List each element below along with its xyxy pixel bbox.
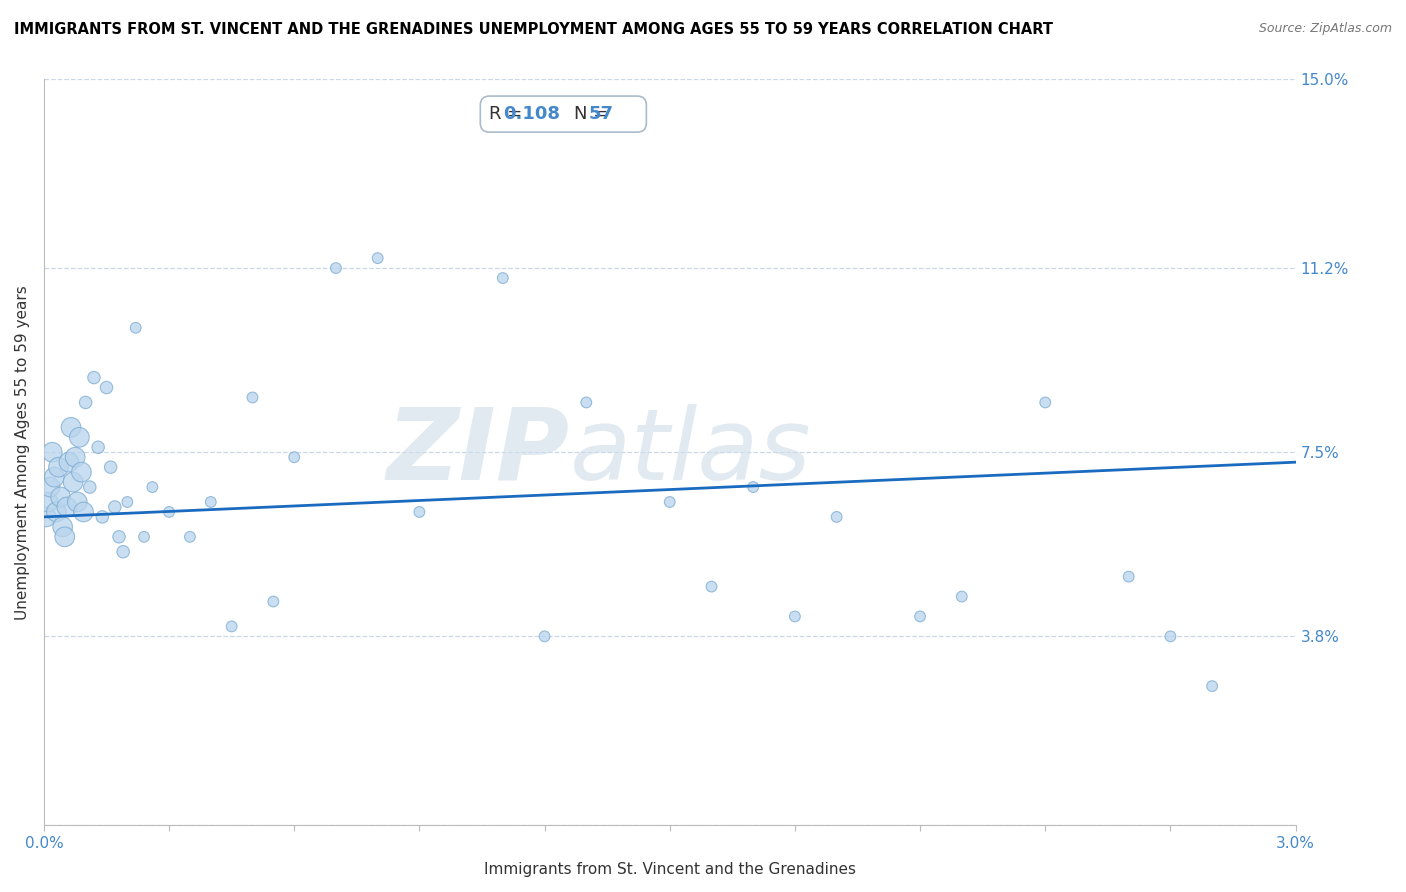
Point [67,430,90,444]
Point [79,480,101,494]
Point [83,370,105,384]
Point [48,460,70,475]
Point [742,480,765,494]
Point [53,530,76,544]
Point [1201,679,1223,693]
Point [242,391,264,405]
Point [100,460,122,475]
Point [262,594,284,608]
Text: 0.108: 0.108 [503,105,561,123]
Point [408,505,430,519]
Point [72,505,94,519]
Point [575,395,598,409]
Point [104,500,127,514]
Point [141,480,163,494]
Point [62,475,84,489]
Point [283,450,305,465]
Point [39,480,62,494]
Point [60,420,83,434]
Point [52,520,75,534]
Point [117,495,139,509]
Point [41,445,63,459]
Point [700,580,723,594]
Point [950,590,973,604]
Point [132,530,155,544]
Point [825,510,848,524]
Text: Source: ZipAtlas.com: Source: ZipAtlas.com [1258,22,1392,36]
Point [96,380,118,394]
Point [221,619,243,633]
Point [75,395,97,409]
Point [63,450,86,465]
Point [58,455,80,469]
Point [56,500,79,514]
Point [35,510,58,524]
Point [45,505,67,519]
Text: atlas: atlas [569,404,811,500]
Text: R =         N =: R = N = [489,105,637,123]
Text: IMMIGRANTS FROM ST. VINCENT AND THE GRENADINES UNEMPLOYMENT AMONG AGES 55 TO 59 : IMMIGRANTS FROM ST. VINCENT AND THE GREN… [14,22,1053,37]
Point [66,495,89,509]
Point [492,271,515,285]
Point [1033,395,1056,409]
Point [908,609,931,624]
Point [1118,569,1140,583]
Point [70,465,93,479]
Text: 57: 57 [588,105,613,123]
Point [49,490,72,504]
Point [367,251,389,265]
Point [200,495,222,509]
Text: ZIP: ZIP [387,404,569,500]
Point [112,545,135,559]
Point [108,530,131,544]
X-axis label: Immigrants from St. Vincent and the Grenadines: Immigrants from St. Vincent and the Gren… [484,862,856,877]
Point [179,530,201,544]
Point [1159,629,1181,643]
Point [87,440,110,454]
Point [44,470,66,484]
Point [125,321,148,335]
Point [37,495,59,509]
Y-axis label: Unemployment Among Ages 55 to 59 years: Unemployment Among Ages 55 to 59 years [15,285,30,620]
Point [91,510,114,524]
Point [157,505,180,519]
Point [783,609,806,624]
Point [325,261,347,276]
Point [533,629,555,643]
Point [658,495,681,509]
